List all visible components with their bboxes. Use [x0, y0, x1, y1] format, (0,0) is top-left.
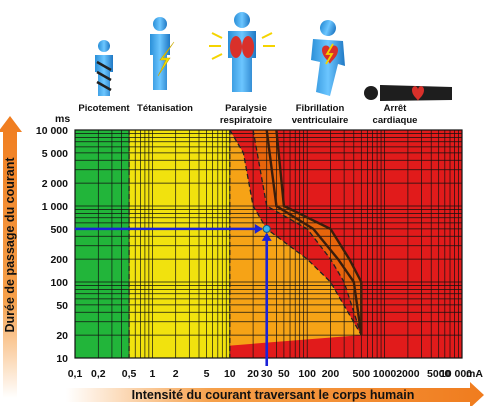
- y-tick-label: 20: [56, 330, 68, 342]
- x-tick-label: 2: [173, 368, 179, 380]
- highlight-vertical-arrowhead: [261, 232, 272, 241]
- y-axis-title: Durée de passage du courant: [3, 157, 17, 333]
- y-tick-label: 100: [50, 277, 68, 289]
- x-tick-label: 500: [353, 368, 371, 380]
- figure-label-line: cardiaque: [373, 115, 418, 126]
- x-tick-label: 50: [278, 368, 290, 380]
- y-tick-label: 1 000: [42, 201, 68, 213]
- y-tick-label: 200: [50, 254, 68, 266]
- plot-frame: [74, 129, 463, 359]
- respiratory-paralysis-figure-icon: [209, 12, 275, 92]
- y-unit-label: ms: [55, 113, 70, 125]
- figure-label-line: Tétanisation: [137, 103, 193, 114]
- highlight-layer: [75, 223, 272, 366]
- x-tick-label: 200: [322, 368, 340, 380]
- cardiac-arrest-figure-icon: [364, 85, 452, 101]
- figure-labels: Picotement Tétanisation Paralysierespirato…: [78, 103, 417, 126]
- x-tick-label: 1: [149, 368, 155, 380]
- y-tick-label: 10: [56, 353, 68, 365]
- tetanization-figure-icon: [150, 17, 175, 90]
- x-axis-arrow: [66, 382, 484, 406]
- zone-ventricular-fibrillation: [253, 130, 362, 336]
- x-tick-label: 10 000: [440, 368, 472, 380]
- ventricular-fibrillation-figure-icon: [311, 20, 345, 96]
- figure-label-line: ventriculaire: [292, 115, 349, 126]
- x-tick-label: 0,5: [122, 368, 137, 380]
- x-tick-label: 0,1: [68, 368, 83, 380]
- x-tick-label: 30: [261, 368, 273, 380]
- x-tick-label: 5000: [427, 368, 451, 380]
- y-tick-label: 5 000: [42, 148, 68, 160]
- figure-label-line: Paralysie: [225, 103, 267, 114]
- fibrillation-curve-2: [275, 129, 363, 336]
- x-tick-label: 2000: [396, 368, 420, 380]
- figure-label-line: respiratoire: [220, 115, 272, 126]
- highlight-horizontal-arrowhead: [254, 223, 263, 234]
- x-axis-title: Intensité du courant traversant le corps…: [132, 388, 415, 402]
- x-tick-label: 10: [224, 368, 236, 380]
- fibrillation-curve-1: [265, 129, 363, 336]
- x-unit-label: mA: [466, 368, 483, 380]
- boundary-fibrillation-left: [252, 129, 362, 336]
- x-tick-label: 5: [204, 368, 210, 380]
- y-axis-arrow: [0, 116, 22, 398]
- y-tick-label: 500: [50, 224, 68, 236]
- y-tick-label: 50: [56, 300, 68, 312]
- x-tick-label: 1000: [373, 368, 397, 380]
- y-tick-label: 2 000: [42, 178, 68, 190]
- x-tick-label: 0,2: [91, 368, 106, 380]
- y-tick-label: 10 000: [36, 125, 68, 137]
- figure-label-line: Picotement: [78, 103, 130, 114]
- figure-label-line: Fibrillation: [296, 103, 345, 114]
- zone-tingling: [75, 130, 130, 358]
- zone-layer: [75, 130, 462, 358]
- highlight-point: [262, 224, 271, 233]
- figure-row: [95, 12, 452, 101]
- grid-layer: [74, 129, 463, 359]
- x-tick-label: 100: [298, 368, 316, 380]
- x-tick-label: 20: [247, 368, 259, 380]
- tingling-figure-icon: [95, 40, 113, 96]
- figure-label-line: Arrêt: [384, 103, 408, 114]
- tick-layer: 10 20 50 100 200 500 1 000 2 000 5 000 10 000 0,1 0…: [36, 125, 472, 380]
